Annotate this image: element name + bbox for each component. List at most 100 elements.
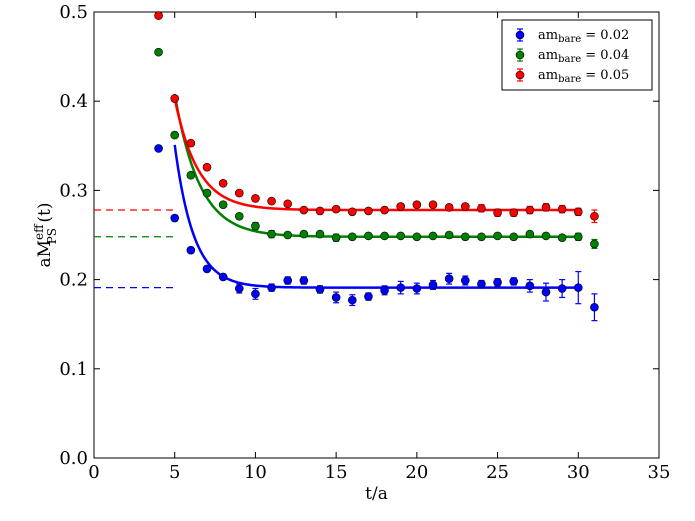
- marker: [380, 205, 389, 215]
- x-tick-label: 20: [405, 462, 428, 483]
- x-tick-label: 25: [486, 462, 509, 483]
- marker: [396, 202, 406, 211]
- legend-item-0.05: ambare = 0.05: [515, 68, 629, 85]
- x-tick-label: 5: [169, 462, 180, 483]
- marker: [234, 211, 244, 221]
- data-point-0.04: [364, 231, 373, 241]
- data-point-0.04: [218, 200, 228, 209]
- plateau-lines: [94, 209, 175, 289]
- data-point-0.02: [251, 287, 260, 300]
- data-point-0.05: [331, 204, 341, 214]
- legend-item-0.04: ambare = 0.04: [515, 48, 629, 65]
- marker: [428, 200, 438, 209]
- marker: [493, 277, 502, 287]
- legend-label: ambare = 0.04: [538, 48, 629, 65]
- marker: [218, 200, 228, 209]
- data-point-0.04: [460, 232, 470, 242]
- marker: [557, 233, 567, 242]
- legend-label: ambare = 0.02: [538, 28, 629, 45]
- marker: [186, 170, 196, 180]
- data-point-0.04: [202, 188, 212, 198]
- x-tick-label: 15: [325, 462, 348, 483]
- data-point-0.02: [299, 276, 309, 285]
- marker: [251, 194, 260, 203]
- marker: [267, 196, 276, 206]
- data-point-0.05: [234, 188, 244, 198]
- data-point-0.02: [283, 276, 293, 285]
- data-point-0.05: [444, 203, 454, 212]
- marker: [315, 229, 325, 239]
- y-tick-label: 0.5: [59, 2, 88, 23]
- data-point-0.05: [509, 208, 519, 217]
- marker: [412, 200, 422, 209]
- marker: [509, 232, 519, 242]
- marker: [347, 232, 357, 242]
- marker: [428, 231, 438, 241]
- legend-label-prefix: am: [538, 28, 558, 43]
- data-point-0.02: [493, 277, 502, 287]
- legend-label-value: = 0.05: [581, 68, 629, 83]
- marker: [331, 233, 341, 242]
- axis-tick-labels: 0 5 10 15 20 25 30 35 0.0 0.1 0.2 0.3 0.4 0.5: [59, 2, 670, 483]
- marker: [347, 207, 357, 217]
- y-tick-label: 0.0: [59, 448, 88, 469]
- data-point-0.02: [267, 283, 276, 292]
- marker: [509, 277, 519, 286]
- data-point-0.02: [460, 275, 470, 286]
- data-point-0.04: [541, 231, 551, 241]
- data-point-0.05: [477, 203, 486, 213]
- data-point-0.04: [170, 130, 180, 140]
- marker: [170, 94, 180, 103]
- marker: [573, 283, 583, 292]
- marker: [154, 144, 163, 153]
- marker: [218, 178, 228, 188]
- marker: [460, 202, 470, 211]
- marker: [573, 232, 583, 242]
- data-point-0.02: [154, 144, 163, 153]
- data-point-0.04: [444, 230, 454, 240]
- marker: [315, 285, 325, 294]
- marker: [493, 231, 502, 241]
- marker: [412, 284, 422, 293]
- marker: [283, 276, 293, 285]
- data-point-0.02: [170, 213, 180, 223]
- legend-marker: [515, 30, 525, 40]
- data-point-0.05: [396, 202, 406, 211]
- legend-marker: [515, 50, 525, 60]
- marker: [202, 264, 212, 274]
- data-point-0.05: [170, 94, 180, 103]
- legend-label: ambare = 0.05: [538, 68, 629, 85]
- data-point-0.04: [573, 232, 583, 242]
- data-point-0.04: [331, 233, 341, 242]
- data-point-0.02: [557, 279, 567, 299]
- data-point-0.04: [299, 229, 309, 239]
- data-point-0.02: [412, 282, 422, 295]
- data-point-0.02: [525, 279, 535, 293]
- marker: [331, 293, 341, 302]
- data-point-0.04: [428, 231, 438, 241]
- marker: [186, 245, 196, 255]
- legend-label-subscript: bare: [558, 34, 581, 45]
- marker: [218, 272, 228, 282]
- data-point-0.04: [186, 170, 196, 180]
- marker: [170, 130, 180, 140]
- marker: [267, 283, 276, 292]
- data-point-0.04: [283, 230, 293, 240]
- data-point-0.02: [218, 272, 228, 282]
- data-points: [154, 11, 599, 322]
- marker: [493, 208, 502, 217]
- data-point-0.05: [541, 203, 551, 212]
- data-point-0.05: [412, 200, 422, 209]
- legend: ambare = 0.02 ambare = 0.04 ambare = 0.05: [501, 19, 653, 91]
- marker: [444, 230, 454, 240]
- marker: [380, 286, 389, 295]
- data-point-0.05: [460, 202, 470, 211]
- data-point-0.05: [299, 205, 309, 215]
- marker: [331, 204, 341, 214]
- marker: [347, 295, 357, 305]
- y-tick-label: 0.4: [59, 91, 88, 112]
- data-point-0.05: [364, 206, 373, 216]
- marker: [267, 229, 276, 239]
- marker: [364, 231, 373, 241]
